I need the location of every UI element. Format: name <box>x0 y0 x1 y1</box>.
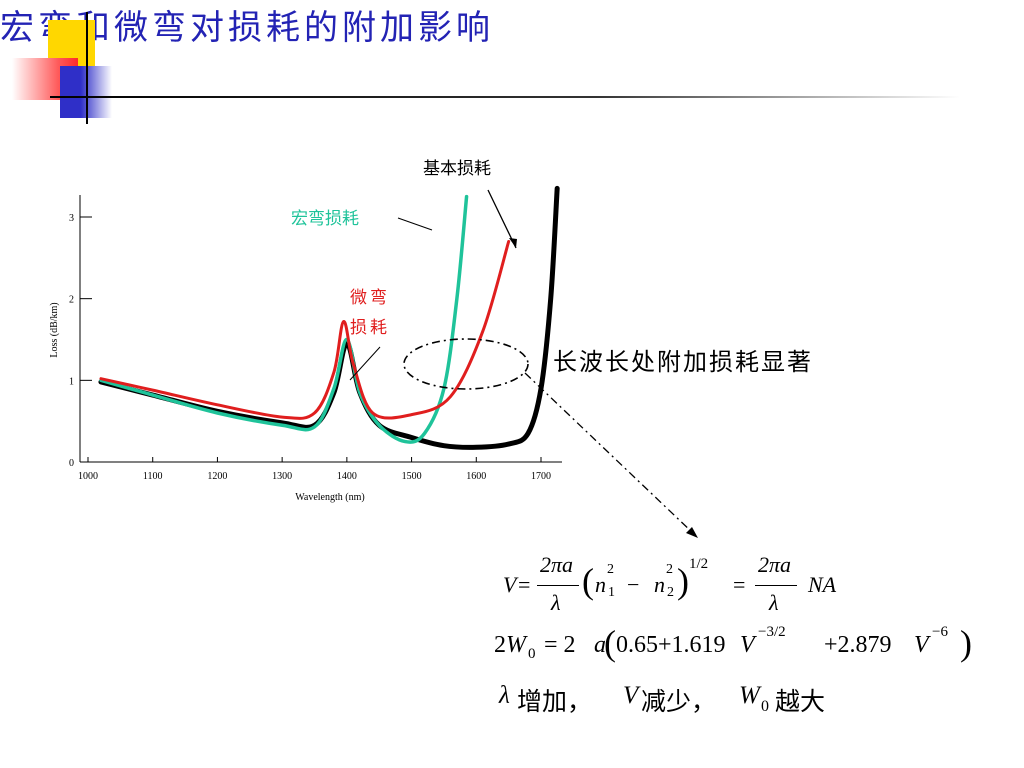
x-tick-label: 1300 <box>272 471 292 482</box>
chart-axes: 1000 1100 1200 1300 1400 1500 1600 1700 0 1 2 3 Wave… <box>49 195 562 503</box>
formula-v-lhs: V <box>503 572 517 597</box>
formula-w0-a: a <box>594 632 606 658</box>
conclusion-lambda: λ <box>499 682 510 709</box>
formula-v: V = 2πa λ ( n 2 1 − n 2 2 ) 1/2 = 2πa λ … <box>490 552 910 624</box>
conclusion-w: W <box>739 682 760 709</box>
formula-v-rparen: ) <box>677 561 689 601</box>
long-wavelength-note: 长波长处附加损耗显著 <box>553 348 813 376</box>
formula-w0-rparen: ) <box>960 623 972 663</box>
formula-v-fracbar2 <box>755 585 797 587</box>
y-tick-label: 0 <box>69 458 74 469</box>
formula-v-n2: n <box>654 572 665 597</box>
x-tick-label: 1500 <box>402 471 422 482</box>
x-tick-label: 1700 <box>531 471 551 482</box>
formula-w0-c1: 0.65+1.619 <box>616 632 726 658</box>
macrobend-loss-label: 宏弯损耗 <box>291 209 359 229</box>
y-tick-label: 1 <box>69 376 74 387</box>
logo-horizontal-line <box>50 96 960 98</box>
x-tick-label: 1600 <box>466 471 486 482</box>
x-tick-label: 1400 <box>337 471 357 482</box>
formula-w0-e2: −6 <box>932 624 948 640</box>
formula-v-na: NA <box>808 572 837 597</box>
formula-v-fracbar <box>537 585 579 587</box>
formula-w0: 2 W 0 = 2 a ( 0.65+1.619 V −3/2 +2.879 V… <box>494 622 994 672</box>
formula-w0-lead: 2 <box>494 632 506 658</box>
formula-v-n1sub: 1 <box>608 585 615 600</box>
formula-w0-v2: V <box>914 632 929 658</box>
x-tick-label: 1000 <box>78 471 98 482</box>
chart-annotation-lines <box>349 189 698 538</box>
formula-v-n1sup: 2 <box>607 562 614 577</box>
formula-v-eq: = <box>518 572 531 597</box>
highlight-ellipse <box>403 338 529 390</box>
conclusion-t1: 增加， <box>517 687 593 716</box>
y-axis-label: Loss (dB/km) <box>49 302 60 357</box>
microbend-loss-label-2: 损耗 <box>350 318 390 338</box>
x-tick-label: 1200 <box>207 471 227 482</box>
formula-conclusion: λ 增加， V 减少， W 0 越大 <box>499 680 919 720</box>
macro-leader-line <box>397 217 433 231</box>
formula-v-lparen: ( <box>582 561 594 601</box>
y-tick-label: 3 <box>69 213 74 224</box>
conclusion-t2: 减少， <box>641 687 717 716</box>
formula-v-minus: − <box>627 572 640 597</box>
logo-vertical-line <box>86 12 88 124</box>
formula-v-n2sup: 2 <box>666 562 673 577</box>
y-tick-label: 2 <box>69 295 74 306</box>
microbend-loss-label-1: 微弯 <box>350 288 390 308</box>
formula-w0-lparen: ( <box>604 623 616 663</box>
formula-w0-wsub: 0 <box>528 646 536 662</box>
conclusion-v: V <box>623 682 639 709</box>
formula-w0-w: W <box>506 632 526 658</box>
formula-v-eq2: = <box>733 572 746 597</box>
dashdot-arrowhead <box>686 527 698 538</box>
dashdot-arrow-line <box>524 372 695 535</box>
formula-v-den2: λ <box>769 590 779 615</box>
formula-w0-e1: −3/2 <box>758 624 786 640</box>
formula-v-den: λ <box>551 590 561 615</box>
formula-v-num: 2πa <box>540 552 574 577</box>
formula-v-n1: n <box>595 572 606 597</box>
formula-w0-rest: = 2 <box>544 632 576 658</box>
formula-v-num2: 2πa <box>758 552 792 577</box>
basic-loss-label: 基本损耗 <box>423 159 491 179</box>
series-line-2 <box>99 194 469 444</box>
conclusion-t3: 越大 <box>775 687 826 716</box>
series-line-3 <box>99 240 511 420</box>
formula-v-n2sub: 2 <box>667 585 674 600</box>
basic-arrowhead <box>509 238 517 248</box>
micro-leader-line <box>349 346 381 381</box>
formula-w0-c2: +2.879 <box>824 632 892 658</box>
formula-v-exp: 1/2 <box>689 556 709 572</box>
formula-w0-v1: V <box>740 632 755 658</box>
x-axis-label: Wavelength (nm) <box>295 492 364 503</box>
conclusion-wsub: 0 <box>761 698 769 715</box>
x-tick-label: 1100 <box>143 471 163 482</box>
